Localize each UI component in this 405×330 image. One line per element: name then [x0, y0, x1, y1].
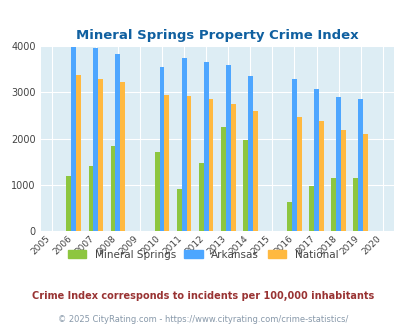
Bar	[181, 58, 186, 231]
Bar	[252, 111, 257, 231]
Bar	[362, 134, 367, 231]
Bar	[296, 117, 301, 231]
Title: Mineral Springs Property Crime Index: Mineral Springs Property Crime Index	[76, 29, 358, 42]
Bar	[93, 48, 98, 231]
Bar	[243, 140, 247, 231]
Bar	[291, 79, 296, 231]
Bar	[120, 82, 125, 231]
Bar	[154, 152, 159, 231]
Text: Crime Index corresponds to incidents per 100,000 inhabitants: Crime Index corresponds to incidents per…	[32, 291, 373, 301]
Bar	[198, 163, 203, 231]
Bar	[76, 75, 81, 231]
Bar	[318, 121, 323, 231]
Bar	[66, 176, 71, 231]
Bar	[352, 178, 357, 231]
Bar	[176, 189, 181, 231]
Bar	[110, 146, 115, 231]
Bar	[208, 99, 213, 231]
Bar	[357, 99, 362, 231]
Legend: Mineral Springs, Arkansas, National: Mineral Springs, Arkansas, National	[63, 246, 342, 264]
Bar	[186, 96, 191, 231]
Bar	[309, 186, 313, 231]
Bar	[164, 95, 169, 231]
Bar	[115, 53, 120, 231]
Bar	[71, 47, 76, 231]
Bar	[88, 166, 93, 231]
Bar	[159, 67, 164, 231]
Bar	[98, 80, 103, 231]
Bar	[230, 104, 235, 231]
Bar	[220, 127, 225, 231]
Bar	[335, 97, 340, 231]
Bar	[313, 89, 318, 231]
Bar	[340, 130, 345, 231]
Text: © 2025 CityRating.com - https://www.cityrating.com/crime-statistics/: © 2025 CityRating.com - https://www.city…	[58, 315, 347, 324]
Bar	[330, 178, 335, 231]
Bar	[225, 65, 230, 231]
Bar	[286, 202, 291, 231]
Bar	[203, 62, 208, 231]
Bar	[247, 76, 252, 231]
